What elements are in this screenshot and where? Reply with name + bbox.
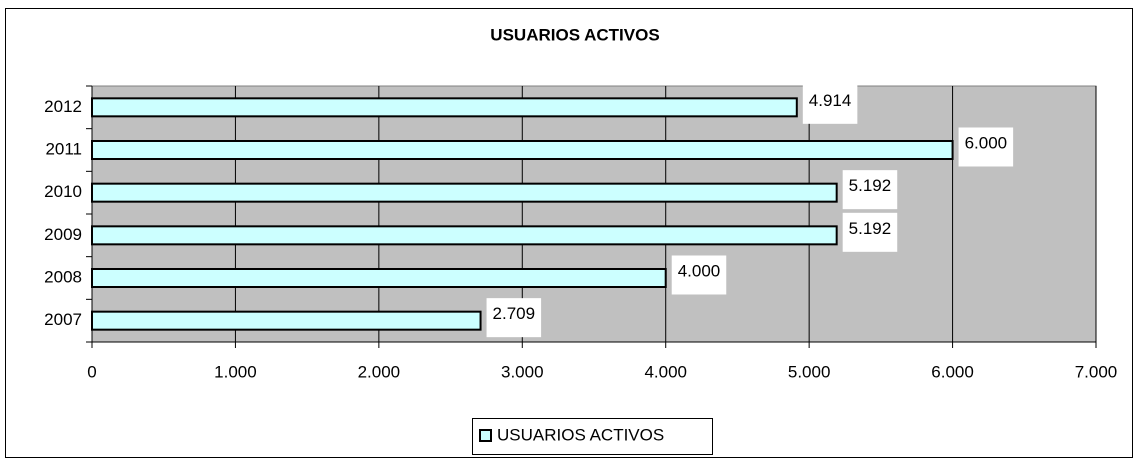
value-label-box [486, 298, 542, 338]
value-label: 5.192 [849, 219, 892, 238]
value-label: 4.000 [678, 261, 721, 280]
bar [91, 225, 838, 246]
x-tick-label: 6.000 [931, 362, 974, 381]
x-tick-label: 7.000 [1075, 362, 1118, 381]
value-label-box [802, 84, 858, 124]
legend-swatch [479, 429, 492, 442]
value-label: 6.000 [965, 133, 1008, 152]
y-tick-label: 2011 [45, 139, 82, 158]
legend-box [472, 418, 713, 455]
value-label: 4.914 [809, 91, 852, 110]
x-tick-label: 4.000 [644, 362, 687, 381]
value-label: 2.709 [493, 304, 536, 323]
x-tick-label: 2.000 [358, 362, 401, 381]
y-tick-label: 2008 [44, 267, 82, 286]
x-tick-label: 0 [87, 362, 96, 381]
y-tick-label: 2010 [44, 182, 82, 201]
value-label: 5.192 [849, 176, 892, 195]
y-tick-label: 2007 [44, 310, 82, 329]
x-tick-label: 3.000 [501, 362, 544, 381]
plot-area [91, 85, 1097, 343]
value-label-box [958, 127, 1014, 167]
x-tick-label: 1.000 [214, 362, 257, 381]
bar [91, 182, 838, 203]
y-tick-label: 2012 [44, 97, 82, 116]
y-tick-label: 2009 [44, 225, 82, 244]
value-label-box [671, 255, 727, 295]
x-tick-label: 5.000 [788, 362, 831, 381]
bar [91, 140, 954, 160]
bar [91, 268, 667, 288]
bar [91, 97, 798, 118]
legend-label: USUARIOS ACTIVOS [497, 425, 664, 444]
bar [91, 310, 482, 331]
value-label-box [842, 170, 898, 210]
value-label-box [842, 212, 898, 252]
chart-title: USUARIOS ACTIVOS [490, 25, 659, 44]
